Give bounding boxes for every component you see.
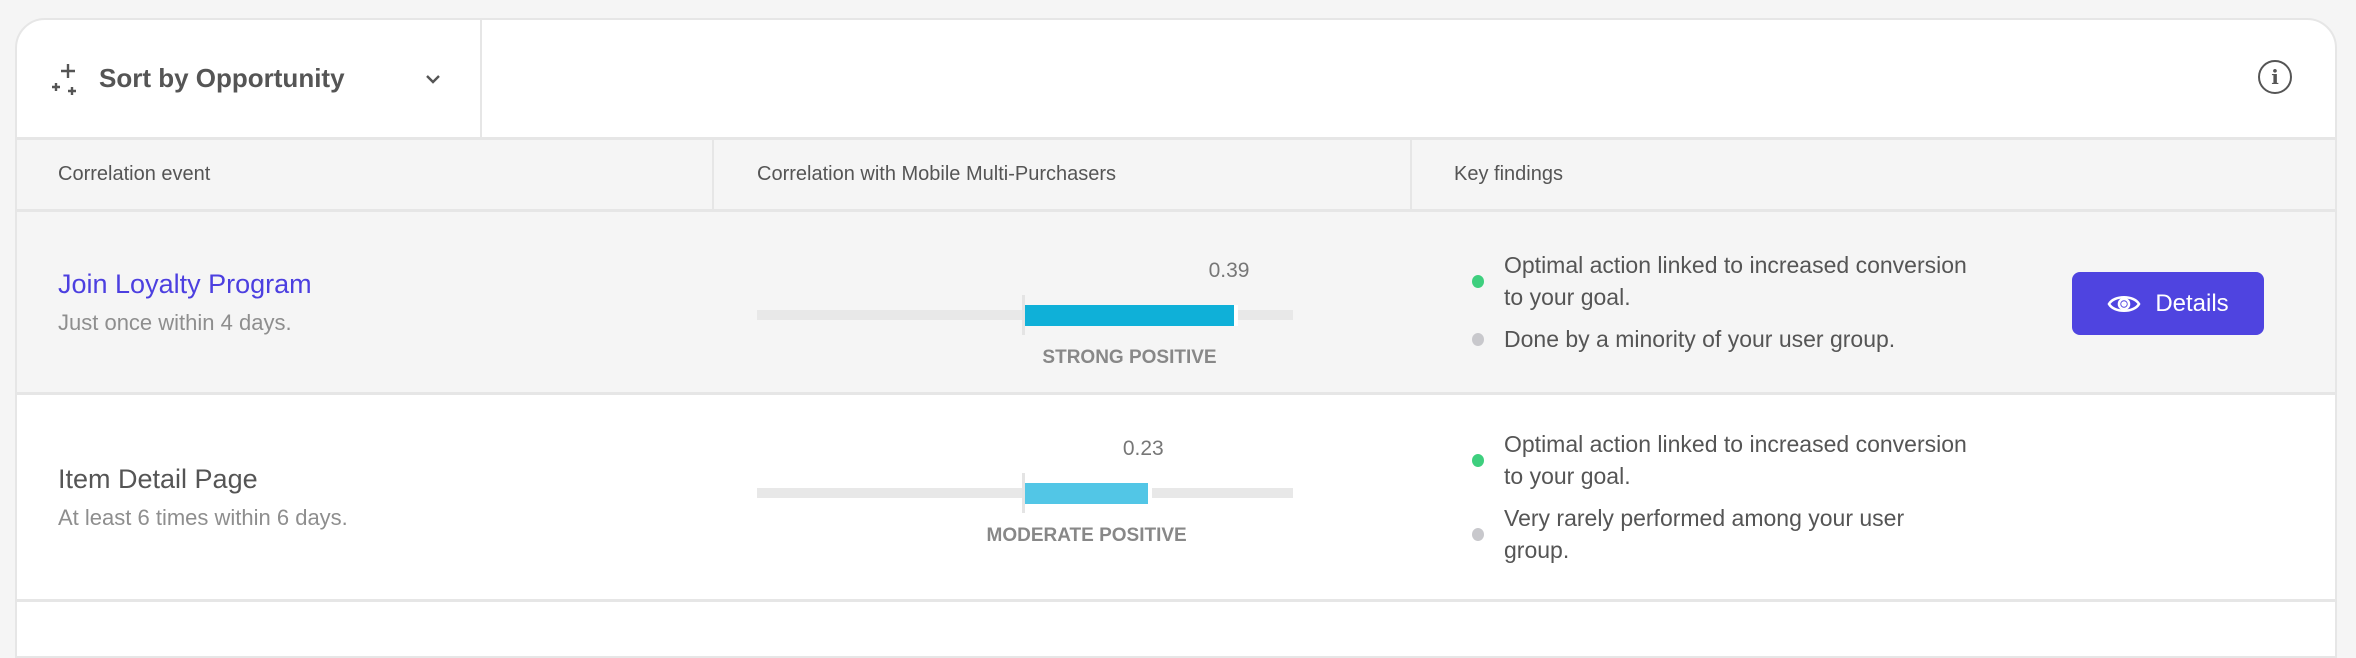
correlation-value: 0.39	[1208, 259, 1250, 282]
sort-label: Sort by Opportunity	[99, 63, 345, 93]
table-row: Item Detail Page At least 6 times within…	[17, 395, 2335, 602]
finding-text: Optimal action linked to increased conve…	[1504, 252, 1967, 310]
finding-item: Done by a minority of your user group.	[1472, 323, 1972, 355]
info-icon[interactable]: i	[2258, 60, 2292, 94]
key-findings: Optimal action linked to increased conve…	[1412, 212, 1972, 392]
correlation-bar-cell: 0.23 MODERATE POSITIVE	[714, 395, 1412, 599]
correlation-bar	[1025, 483, 1149, 504]
toolbar: Sort by Opportunity i	[17, 20, 2335, 140]
table-header: Correlation event Correlation with Mobil…	[17, 140, 2335, 212]
table-row: Join Loyalty Program Just once within 4 …	[17, 212, 2335, 395]
correlation-bar	[1025, 305, 1235, 326]
correlation-value: 0.23	[1122, 437, 1164, 460]
status-dot-icon	[1472, 274, 1484, 288]
eye-icon	[2107, 295, 2141, 312]
event-subtitle: At least 6 times within 6 days.	[58, 504, 348, 530]
details-label: Details	[2155, 289, 2229, 317]
details-button[interactable]: Details	[2072, 272, 2264, 335]
sort-dropdown[interactable]: Sort by Opportunity	[17, 20, 482, 137]
zero-marker	[1022, 295, 1025, 335]
status-dot-icon	[1472, 527, 1484, 541]
chevron-down-icon	[426, 74, 440, 84]
correlation-panel: Sort by Opportunity i Correlation event …	[15, 18, 2337, 658]
column-header-correlation: Correlation with Mobile Multi-Purchasers	[714, 140, 1412, 209]
sparkle-icon	[52, 63, 76, 95]
finding-text: Optimal action linked to increased conve…	[1504, 431, 1967, 489]
finding-item: Optimal action linked to increased conve…	[1472, 428, 1972, 492]
status-dot-icon	[1472, 332, 1484, 346]
finding-item: Optimal action linked to increased conve…	[1472, 249, 1972, 313]
event-title[interactable]: Item Detail Page	[58, 463, 258, 494]
finding-item: Very rarely performed among your user gr…	[1472, 502, 1972, 566]
zero-marker	[1022, 473, 1025, 513]
column-header-event: Correlation event	[17, 140, 714, 209]
key-findings: Optimal action linked to increased conve…	[1412, 395, 1972, 599]
correlation-strength: MODERATE POSITIVE	[986, 525, 1187, 546]
finding-text: Done by a minority of your user group.	[1504, 326, 1896, 352]
finding-text: Very rarely performed among your user gr…	[1504, 505, 1905, 563]
column-header-findings: Key findings	[1454, 163, 1563, 185]
event-title-link[interactable]: Join Loyalty Program	[58, 268, 312, 299]
correlation-strength: STRONG POSITIVE	[1042, 347, 1217, 368]
event-subtitle: Just once within 4 days.	[58, 309, 292, 335]
correlation-bar-cell: 0.39 STRONG POSITIVE	[714, 212, 1412, 392]
status-dot-icon	[1472, 453, 1484, 467]
